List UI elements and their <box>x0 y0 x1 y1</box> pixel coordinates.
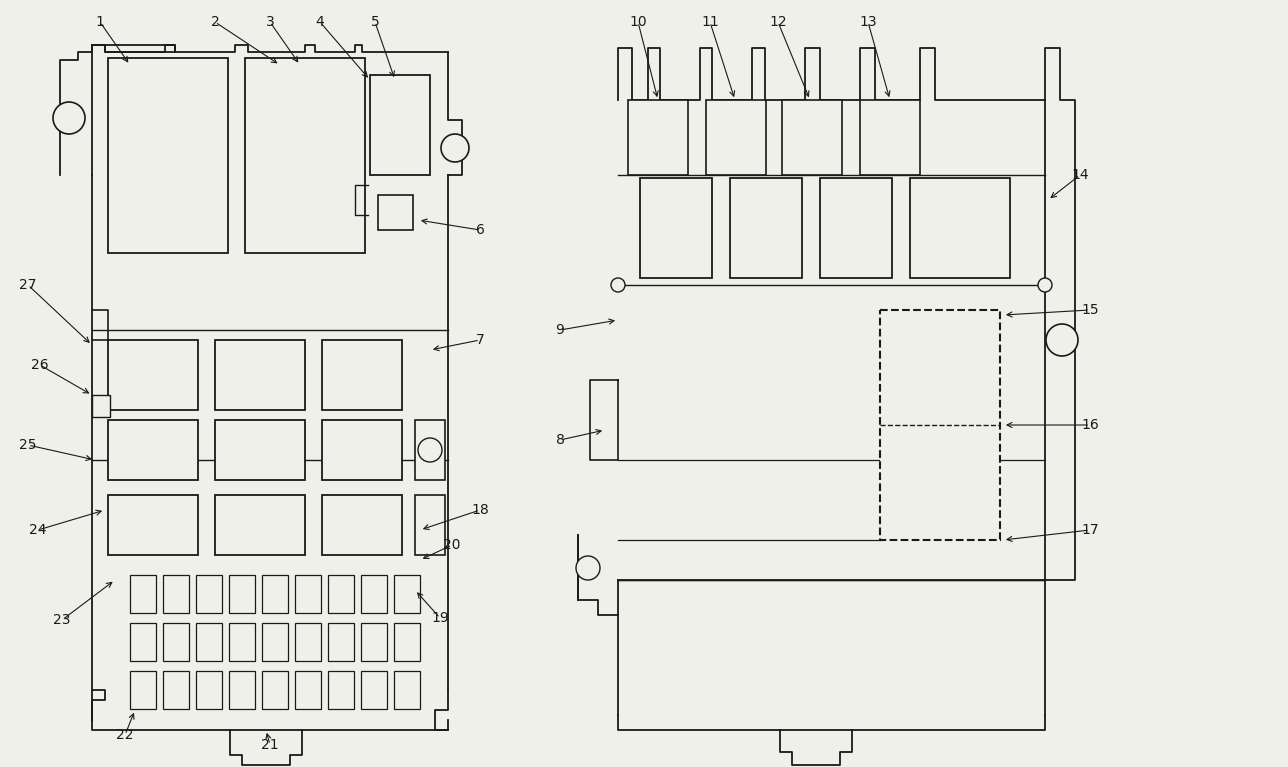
Circle shape <box>53 102 85 134</box>
Text: 27: 27 <box>19 278 37 292</box>
Text: 12: 12 <box>769 15 787 29</box>
Text: 3: 3 <box>265 15 274 29</box>
Bar <box>295 671 321 709</box>
Text: 6: 6 <box>475 223 484 237</box>
Circle shape <box>440 134 469 162</box>
Bar <box>640 178 712 278</box>
Bar <box>322 495 402 555</box>
Bar <box>394 575 420 613</box>
Bar <box>261 671 289 709</box>
Text: 14: 14 <box>1072 168 1088 182</box>
Bar <box>322 340 402 410</box>
Bar <box>361 575 386 613</box>
Bar <box>108 340 198 410</box>
Circle shape <box>576 556 600 580</box>
Bar <box>820 178 893 278</box>
Bar <box>361 623 386 661</box>
Bar <box>229 671 255 709</box>
Bar <box>377 195 413 230</box>
Text: 2: 2 <box>211 15 219 29</box>
Text: 25: 25 <box>19 438 37 452</box>
Bar <box>215 495 305 555</box>
Text: 11: 11 <box>701 15 719 29</box>
Circle shape <box>1038 278 1052 292</box>
Text: 26: 26 <box>31 358 49 372</box>
Bar <box>911 178 1010 278</box>
Bar <box>130 623 156 661</box>
Text: 7: 7 <box>475 333 484 347</box>
Bar <box>196 623 222 661</box>
Bar <box>130 575 156 613</box>
Text: 22: 22 <box>116 728 134 742</box>
Bar <box>91 395 109 417</box>
Bar <box>130 671 156 709</box>
Bar <box>245 58 365 253</box>
Bar <box>328 671 354 709</box>
Text: 16: 16 <box>1081 418 1099 432</box>
Text: 21: 21 <box>261 738 278 752</box>
Bar <box>108 420 198 480</box>
Bar <box>730 178 802 278</box>
Bar <box>394 671 420 709</box>
Text: 9: 9 <box>555 323 564 337</box>
Bar <box>415 495 444 555</box>
Text: 10: 10 <box>629 15 647 29</box>
Text: 24: 24 <box>30 523 46 537</box>
Bar <box>860 100 920 175</box>
Bar <box>328 575 354 613</box>
Text: 18: 18 <box>471 503 489 517</box>
Circle shape <box>611 278 625 292</box>
Text: 15: 15 <box>1081 303 1099 317</box>
Bar <box>108 495 198 555</box>
Bar <box>164 623 189 661</box>
Text: 8: 8 <box>555 433 564 447</box>
Circle shape <box>419 438 442 462</box>
Text: 23: 23 <box>53 613 71 627</box>
Bar <box>415 420 444 480</box>
Bar <box>261 623 289 661</box>
Bar <box>215 420 305 480</box>
Bar <box>706 100 766 175</box>
Bar <box>196 671 222 709</box>
Bar <box>164 575 189 613</box>
Bar <box>229 575 255 613</box>
Bar <box>370 75 430 175</box>
Text: 17: 17 <box>1081 523 1099 537</box>
Bar <box>261 575 289 613</box>
Text: 5: 5 <box>371 15 380 29</box>
Text: 13: 13 <box>859 15 877 29</box>
Bar <box>361 671 386 709</box>
Bar <box>108 58 228 253</box>
Bar <box>322 420 402 480</box>
Text: 20: 20 <box>443 538 461 552</box>
Text: 4: 4 <box>316 15 325 29</box>
Bar <box>880 310 999 540</box>
Bar <box>629 100 688 175</box>
Bar <box>782 100 842 175</box>
Text: 1: 1 <box>95 15 104 29</box>
Bar <box>196 575 222 613</box>
Bar <box>295 623 321 661</box>
Circle shape <box>1046 324 1078 356</box>
Bar <box>164 671 189 709</box>
Bar <box>295 575 321 613</box>
Bar <box>394 623 420 661</box>
Bar <box>229 623 255 661</box>
Text: 19: 19 <box>431 611 450 625</box>
Bar <box>328 623 354 661</box>
Bar <box>215 340 305 410</box>
